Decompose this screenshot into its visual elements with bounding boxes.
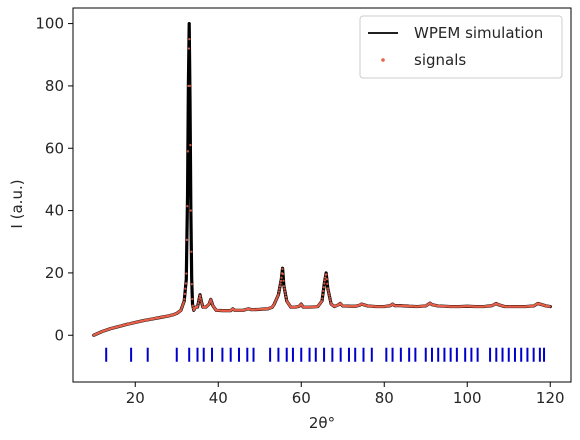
signal-point	[188, 84, 192, 88]
signal-point	[283, 287, 286, 291]
x-tick-label: 120	[536, 389, 565, 407]
signal-point	[284, 295, 288, 299]
signal-point	[184, 287, 187, 290]
signal-point	[322, 286, 326, 289]
plot-layer	[92, 21, 552, 362]
signal-point	[282, 285, 286, 288]
x-axis-label: 2θ°	[309, 414, 335, 432]
legend: WPEM simulation signals	[359, 15, 563, 79]
y-tick-label: 0	[54, 326, 64, 344]
signal-point	[182, 300, 186, 304]
signal-point	[327, 291, 331, 295]
signal-point	[320, 299, 324, 303]
signal-point	[321, 293, 325, 296]
signal-point	[190, 282, 194, 286]
signal-point	[327, 289, 330, 293]
signal-point	[191, 304, 195, 307]
signal-point	[325, 273, 328, 276]
signal-point	[281, 267, 284, 271]
legend-label-signals: signals	[414, 51, 466, 69]
signal-point	[322, 289, 325, 293]
signal-point	[200, 300, 203, 303]
y-axis-label: I (a.u.)	[8, 179, 26, 228]
signal-point	[187, 47, 191, 50]
signal-point	[199, 297, 203, 301]
y-tick-label: 60	[45, 139, 64, 157]
plot-frame	[72, 7, 572, 383]
signal-point	[323, 279, 327, 282]
signal-point	[281, 272, 285, 276]
signal-point	[190, 250, 193, 253]
x-tick-label: 60	[292, 389, 311, 407]
signal-point	[277, 293, 280, 296]
signal-point	[329, 298, 332, 302]
signal-point	[185, 238, 189, 242]
legend-label-simulation: WPEM simulation	[414, 24, 543, 42]
signal-point	[279, 282, 282, 285]
signal-point	[185, 272, 188, 275]
signal-point	[183, 298, 186, 301]
signal-point	[200, 301, 204, 305]
signal-point	[201, 303, 204, 307]
signal-point	[321, 297, 324, 300]
signal-point	[278, 287, 281, 291]
axes-layer: 20 40 60 80 100 120 0 20 40 60 80 100	[35, 7, 572, 407]
signal-point	[282, 279, 285, 283]
x-tick-label: 40	[209, 389, 228, 407]
signal-point	[326, 282, 329, 286]
signal-point	[548, 305, 552, 308]
signal-point	[328, 294, 331, 297]
signal-point	[284, 293, 287, 296]
signal-point	[189, 209, 193, 212]
signal-point	[186, 205, 189, 208]
signal-point	[278, 285, 282, 288]
x-tick-label: 80	[375, 389, 394, 407]
y-tick-label: 80	[45, 77, 64, 95]
signals-scatter	[92, 37, 552, 337]
legend-scatter-swatch	[381, 58, 385, 62]
signal-point	[186, 150, 190, 153]
legend-box	[359, 15, 563, 79]
y-tick-label: 100	[35, 15, 64, 33]
signal-point	[326, 287, 330, 290]
x-tick-label: 100	[453, 389, 482, 407]
signal-point	[280, 276, 283, 279]
signal-point	[323, 282, 326, 285]
signal-point	[328, 296, 331, 300]
signal-point	[191, 297, 194, 301]
signal-point	[189, 143, 192, 147]
signal-point	[279, 279, 283, 283]
signal-point	[283, 290, 287, 293]
signal-point	[184, 282, 188, 285]
y-tick-label: 20	[45, 264, 64, 282]
signal-point	[325, 277, 329, 281]
x-tick-label: 20	[126, 389, 145, 407]
signal-point	[196, 304, 200, 307]
signal-point	[183, 292, 187, 296]
signal-point	[277, 290, 281, 293]
y-tick-label: 40	[45, 202, 64, 220]
signal-point	[197, 301, 200, 305]
signal-point	[197, 299, 201, 302]
signal-point	[199, 295, 202, 298]
signal-point	[188, 37, 191, 41]
signal-point	[324, 276, 327, 279]
